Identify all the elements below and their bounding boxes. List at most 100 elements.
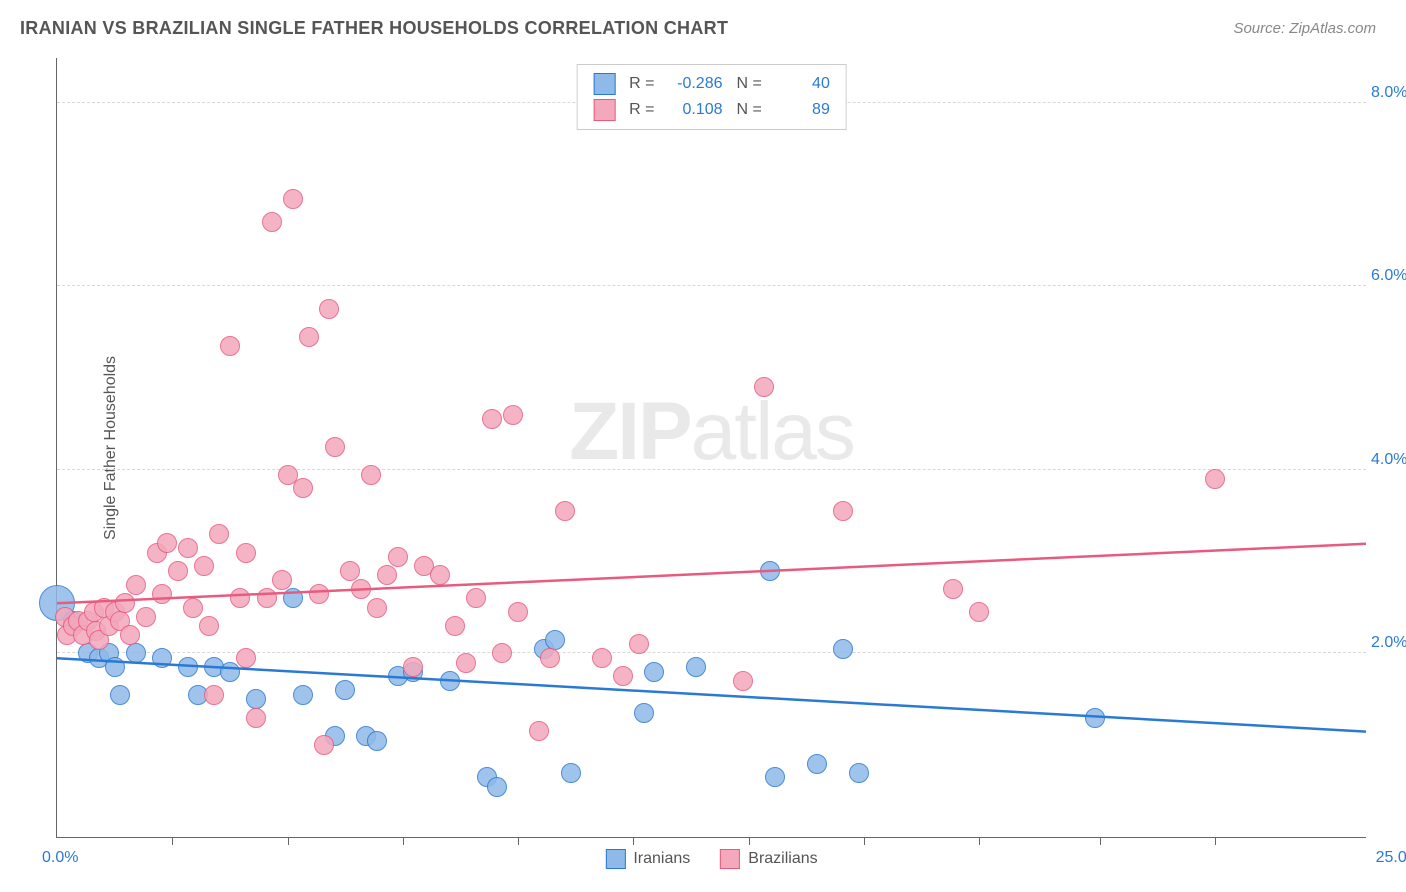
x-tick xyxy=(979,837,980,845)
data-point xyxy=(634,703,654,723)
data-point xyxy=(136,607,156,627)
swatch-brazilians xyxy=(593,99,615,121)
data-point xyxy=(592,648,612,668)
data-point xyxy=(367,731,387,751)
data-point xyxy=(183,598,203,618)
data-point xyxy=(430,565,450,585)
data-point xyxy=(152,648,172,668)
data-point xyxy=(262,212,282,232)
legend-item-brazilians: Brazilians xyxy=(720,849,817,869)
data-point xyxy=(246,689,266,709)
data-point xyxy=(335,680,355,700)
x-tick xyxy=(864,837,865,845)
data-point xyxy=(126,575,146,595)
data-point xyxy=(765,767,785,787)
data-point xyxy=(492,643,512,663)
source-label: Source: ZipAtlas.com xyxy=(1233,20,1376,37)
data-point xyxy=(487,777,507,797)
data-point xyxy=(561,763,581,783)
r-value-brazilians: 0.108 xyxy=(665,101,723,119)
stats-row-brazilians: R = 0.108 N = 89 xyxy=(593,97,830,123)
data-point xyxy=(540,648,560,668)
r-value-iranians: -0.286 xyxy=(665,75,723,93)
data-point xyxy=(1205,469,1225,489)
stats-legend: R = -0.286 N = 40 R = 0.108 N = 89 xyxy=(576,64,847,130)
data-point xyxy=(377,565,397,585)
data-point xyxy=(466,588,486,608)
x-tick xyxy=(749,837,750,845)
data-point xyxy=(833,639,853,659)
data-point xyxy=(367,598,387,618)
legend-swatch-brazilians xyxy=(720,849,740,869)
x-tick xyxy=(1100,837,1101,845)
data-point xyxy=(754,377,774,397)
data-point xyxy=(456,653,476,673)
data-point xyxy=(351,579,371,599)
legend-label-iranians: Iranians xyxy=(633,850,690,868)
gridline xyxy=(57,469,1366,470)
data-point xyxy=(340,561,360,581)
y-tick-label: 2.0% xyxy=(1371,634,1406,652)
data-point xyxy=(482,409,502,429)
y-tick-label: 4.0% xyxy=(1371,451,1406,469)
chart-title: IRANIAN VS BRAZILIAN SINGLE FATHER HOUSE… xyxy=(20,18,728,39)
data-point xyxy=(849,763,869,783)
data-point xyxy=(220,336,240,356)
data-point xyxy=(943,579,963,599)
data-point xyxy=(236,543,256,563)
y-tick-label: 8.0% xyxy=(1371,84,1406,102)
data-point xyxy=(152,584,172,604)
x-tick xyxy=(403,837,404,845)
x-tick xyxy=(288,837,289,845)
data-point xyxy=(293,478,313,498)
data-point xyxy=(319,299,339,319)
stats-row-iranians: R = -0.286 N = 40 xyxy=(593,71,830,97)
data-point xyxy=(807,754,827,774)
data-point xyxy=(760,561,780,581)
data-point xyxy=(204,685,224,705)
data-point xyxy=(199,616,219,636)
data-point xyxy=(388,547,408,567)
data-point xyxy=(555,501,575,521)
scatter-chart: ZIPatlas Single Father Households R = -0… xyxy=(56,58,1366,838)
data-point xyxy=(194,556,214,576)
data-point xyxy=(293,685,313,705)
data-point xyxy=(283,189,303,209)
data-point xyxy=(503,405,523,425)
data-point xyxy=(257,588,277,608)
y-axis-title: Single Father Households xyxy=(102,355,120,539)
data-point xyxy=(309,584,329,604)
data-point xyxy=(686,657,706,677)
data-point xyxy=(508,602,528,622)
data-point xyxy=(314,735,334,755)
data-point xyxy=(403,657,423,677)
n-value-iranians: 40 xyxy=(772,75,830,93)
data-point xyxy=(545,630,565,650)
data-point xyxy=(120,625,140,645)
data-point xyxy=(613,666,633,686)
data-point xyxy=(236,648,256,668)
data-point xyxy=(220,662,240,682)
y-tick-label: 6.0% xyxy=(1371,267,1406,285)
data-point xyxy=(325,437,345,457)
data-point xyxy=(733,671,753,691)
data-point xyxy=(178,657,198,677)
data-point xyxy=(126,643,146,663)
gridline xyxy=(57,285,1366,286)
x-axis-min-label: 0.0% xyxy=(42,849,78,867)
data-point xyxy=(230,588,250,608)
swatch-iranians xyxy=(593,73,615,95)
data-point xyxy=(833,501,853,521)
x-tick xyxy=(172,837,173,845)
legend-swatch-iranians xyxy=(605,849,625,869)
data-point xyxy=(110,685,130,705)
n-value-brazilians: 89 xyxy=(772,101,830,119)
x-axis-max-label: 25.0% xyxy=(1376,849,1406,867)
data-point xyxy=(272,570,292,590)
data-point xyxy=(644,662,664,682)
data-point xyxy=(440,671,460,691)
data-point xyxy=(1085,708,1105,728)
data-point xyxy=(168,561,188,581)
data-point xyxy=(105,657,125,677)
chart-header: IRANIAN VS BRAZILIAN SINGLE FATHER HOUSE… xyxy=(0,0,1406,49)
